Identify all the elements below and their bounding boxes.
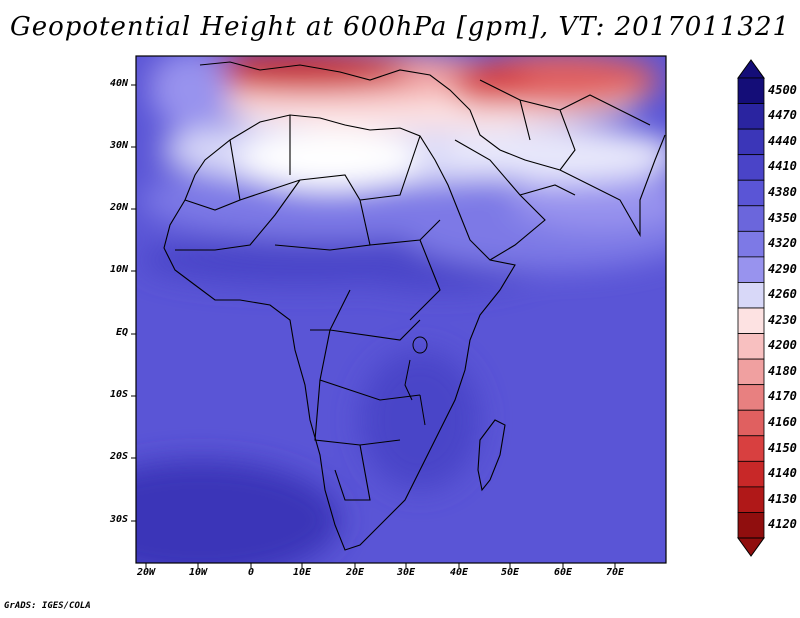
lon-label: 0 bbox=[247, 567, 255, 578]
colorbar-label: 4320 bbox=[768, 236, 797, 251]
lon-label: 40E bbox=[449, 567, 469, 578]
footer-credit: GrADS: IGES/COLA bbox=[4, 601, 91, 611]
colorbar-swatch bbox=[737, 486, 765, 513]
lat-label: 10N bbox=[109, 264, 128, 275]
colorbar-label: 4160 bbox=[768, 415, 797, 429]
height-field bbox=[136, 56, 666, 563]
colorbar-swatch bbox=[737, 77, 765, 104]
lat-label: 10S bbox=[109, 389, 128, 400]
colorbar-label: 4140 bbox=[768, 466, 797, 481]
lon-label: 70E bbox=[605, 567, 625, 578]
colorbar-swatch bbox=[737, 179, 765, 207]
colorbar-swatch bbox=[737, 103, 765, 130]
colorbar-swatch bbox=[737, 307, 765, 334]
colorbar-label: 4180 bbox=[768, 363, 797, 378]
colorbar-label: 4500 bbox=[768, 82, 797, 97]
colorbar-label: 4130 bbox=[768, 491, 797, 506]
colorbar-label: 4440 bbox=[768, 133, 797, 148]
lat-label: 30S bbox=[109, 514, 128, 525]
colorbar-label: 4470 bbox=[768, 108, 797, 123]
colorbar-swatch bbox=[737, 256, 765, 283]
colorbar-swatch bbox=[737, 409, 765, 437]
colorbar-swatch bbox=[737, 358, 765, 386]
colorbar-label: 4230 bbox=[768, 312, 797, 327]
lon-label: 10W bbox=[188, 567, 208, 578]
lon-label: 10E bbox=[292, 567, 312, 578]
lat-label: EQ bbox=[115, 327, 128, 338]
lon-label: 20E bbox=[345, 567, 365, 578]
lon-label: 60E bbox=[553, 567, 573, 578]
lat-label: 30N bbox=[109, 140, 128, 151]
colorbar-label: 4290 bbox=[768, 261, 797, 276]
colorbar-swatch bbox=[737, 512, 765, 539]
colorbar-swatch bbox=[737, 230, 765, 258]
colorbar-swatch bbox=[737, 154, 765, 181]
colorbar-swatch bbox=[737, 282, 765, 309]
lat-label: 20S bbox=[109, 451, 128, 462]
lakes bbox=[404, 336, 428, 426]
coastlines bbox=[163, 61, 666, 551]
lat-label: 40N bbox=[109, 78, 128, 89]
colorbar-label: 4200 bbox=[768, 338, 797, 353]
lat-label: 20N bbox=[109, 202, 128, 213]
lon-label: 20W bbox=[136, 567, 156, 578]
colorbar-label: 4260 bbox=[768, 287, 797, 302]
colorbar-swatch bbox=[737, 128, 765, 156]
lon-label: 30E bbox=[396, 567, 416, 578]
colorbar-swatch bbox=[737, 460, 765, 488]
colorbar-label: 4410 bbox=[768, 159, 797, 174]
colorbar-swatch bbox=[737, 205, 765, 232]
colorbar-swatch bbox=[737, 333, 765, 360]
colorbar-swatch bbox=[737, 384, 765, 411]
colorbar-label: 4120 bbox=[768, 517, 797, 532]
colorbar-top-arrow bbox=[737, 59, 765, 79]
colorbar-label: 4350 bbox=[768, 210, 797, 225]
colorbar-label: 4150 bbox=[768, 440, 797, 455]
colorbar-swatch bbox=[737, 435, 765, 462]
lon-label: 50E bbox=[500, 567, 520, 578]
map-title: Geopotential Height at 600hPa [gpm], VT:… bbox=[9, 12, 791, 42]
colorbar-label: 4380 bbox=[768, 185, 797, 199]
colorbar-label: 4170 bbox=[768, 389, 797, 404]
colorbar-bottom-arrow bbox=[737, 537, 765, 557]
